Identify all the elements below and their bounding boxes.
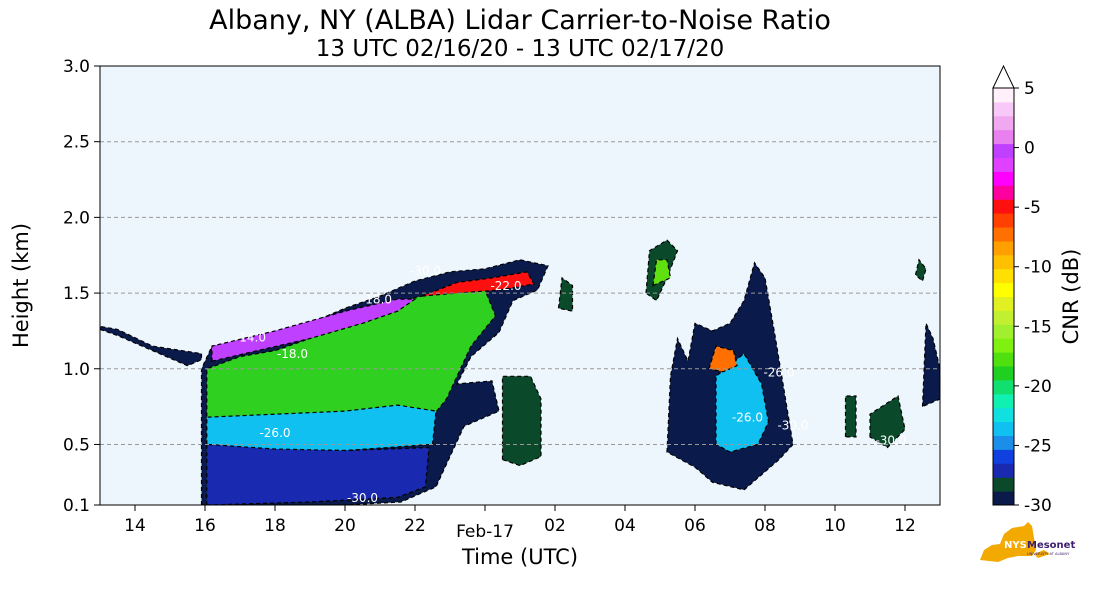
colorbar-tick-label: -15 — [1024, 317, 1052, 337]
colorbar-swatch — [993, 491, 1014, 506]
colorbar-swatch — [993, 324, 1014, 339]
x-tick-label: 06 — [684, 516, 706, 536]
colorbar-tick-label: -5 — [1024, 198, 1041, 218]
contour-label: -30.0 — [347, 491, 378, 505]
plot-frame — [99, 65, 941, 506]
colorbar-swatch — [993, 282, 1014, 297]
contour-label: -18.0 — [277, 347, 308, 361]
y-tick-label: 2.5 — [63, 133, 90, 153]
colorbar-swatch — [993, 435, 1014, 450]
colorbar-tick-label: -30 — [1024, 496, 1052, 516]
contour-label: -30.0 — [875, 433, 906, 447]
colorbar-swatch — [993, 254, 1014, 270]
colorbar-swatch — [993, 185, 1014, 200]
contour-label: -26.0 — [732, 411, 763, 425]
colorbar-swatch — [993, 240, 1014, 256]
y-axis-label: Height (km) — [9, 223, 33, 348]
contour-label: -26.0 — [259, 426, 290, 440]
colorbar-swatch — [993, 213, 1014, 228]
cnr-region-right-orange — [708, 345, 738, 373]
x-tick-label: 10 — [824, 516, 846, 536]
y-tick-label: 0.1 — [63, 496, 90, 516]
logo-sub-text: UNIVERSITY AT ALBANY — [1027, 552, 1070, 556]
colorbar-swatch — [993, 407, 1014, 423]
x-tick-label: 12 — [894, 516, 916, 536]
y-tick-label: 0.5 — [63, 435, 90, 455]
contour-label: -22.0 — [490, 279, 521, 293]
colorbar-swatch — [993, 463, 1014, 478]
x-tick-label: 14 — [124, 516, 146, 536]
contour-label: -26.0 — [763, 365, 794, 379]
colorbar-tick-label: -20 — [1024, 377, 1052, 397]
contour-label: -30.0 — [410, 264, 441, 278]
y-tick-label: 1.0 — [63, 360, 90, 380]
colorbar-swatch — [993, 477, 1014, 492]
colorbar-swatch — [993, 101, 1014, 117]
y-tick-label: 1.5 — [63, 284, 90, 304]
colorbar-label: CNR (dB) — [1059, 249, 1083, 345]
colorbar-swatch — [993, 352, 1014, 367]
logo-nys-text: NYS — [1004, 540, 1027, 551]
colorbar-tick-label: 0 — [1024, 139, 1035, 159]
cnr-region-upper-green — [652, 259, 672, 287]
colorbar-swatch — [993, 199, 1014, 214]
cnr-region-small-blob — [557, 276, 574, 312]
contour-label: -30.0 — [777, 418, 808, 432]
y-tick-label: 3.0 — [63, 57, 90, 77]
x-axis-label: Time (UTC) — [461, 545, 578, 569]
colorbar-swatch — [993, 143, 1014, 158]
colorbar-tick-label: -10 — [1024, 258, 1052, 278]
colorbar-extend-arrow — [992, 64, 1015, 89]
chart-subtitle: 13 UTC 02/16/20 - 13 UTC 02/17/20 — [315, 36, 725, 62]
cnr-region-edge-top — [914, 258, 927, 283]
cnr-region-edge-blob — [921, 323, 940, 408]
colorbar-swatch — [993, 296, 1014, 311]
colorbar-swatch — [993, 115, 1014, 131]
colorbar-swatch — [993, 157, 1014, 172]
colorbar-swatch — [993, 129, 1014, 145]
cnr-region-main-core-green — [206, 289, 497, 446]
colorbar-swatch — [993, 338, 1014, 353]
colorbar-swatch — [993, 421, 1014, 436]
cnr-region-main-blue-base — [206, 443, 430, 505]
cnr-region-left-tail — [100, 325, 203, 367]
nys-mesonet-logo: NYS Mesonet UNIVERSITY AT ALBANY — [980, 522, 1075, 562]
x-tick-label: 22 — [404, 516, 426, 536]
contour-label: -18.0 — [361, 293, 392, 307]
colorbar-swatch — [993, 449, 1014, 464]
colorbar-swatch — [993, 268, 1014, 284]
cnr-region-far-blob-2 — [869, 395, 906, 449]
colorbar-swatch — [993, 310, 1014, 325]
colorbar-swatch — [993, 171, 1014, 186]
colorbar-frame — [992, 87, 1015, 506]
x-tick-label: 18 — [264, 516, 286, 536]
cnr-region-mid-blob — [501, 375, 542, 467]
x-tick-label: 08 — [754, 516, 776, 536]
cnr-region-far-blob-1 — [844, 395, 857, 438]
x-tick-label: 02 — [544, 516, 566, 536]
colorbar-tick-label: -25 — [1024, 436, 1052, 456]
x-tick-label: 20 — [334, 516, 356, 536]
colorbar-swatch — [993, 379, 1014, 395]
colorbar-swatch — [993, 227, 1014, 242]
colorbar-tick-label: 5 — [1024, 79, 1035, 99]
colorbar-swatch — [993, 393, 1014, 409]
y-tick-label: 2.0 — [63, 208, 90, 228]
x-tick-label: 16 — [194, 516, 216, 536]
cnr-region-top-magenta — [211, 298, 417, 362]
contour-label: -14.0 — [235, 331, 266, 345]
cnr-region-right-cyan — [715, 352, 770, 453]
colorbar-swatch — [993, 88, 1014, 103]
chart-title: Albany, NY (ALBA) Lidar Carrier-to-Noise… — [209, 5, 831, 36]
colorbar-swatch — [993, 366, 1014, 381]
plot-content: -14.0 -18.0 -18.0 -22.0 -26.0 -30.0 -30.0 -26.0… — [100, 141, 940, 505]
x-tick-label: Feb-17 — [456, 522, 514, 542]
x-tick-label: 04 — [614, 516, 636, 536]
logo-mesonet-text: Mesonet — [1027, 540, 1075, 551]
